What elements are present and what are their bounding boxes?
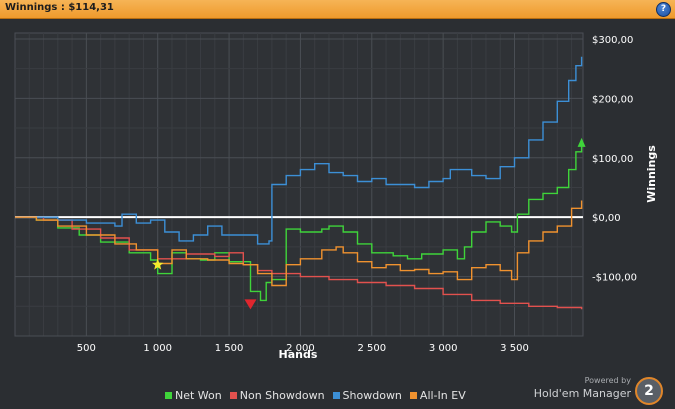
- legend-label: All-In EV: [419, 389, 466, 402]
- powered-by-text: Powered by: [584, 376, 631, 385]
- y-tick-label: $100,00: [592, 154, 633, 165]
- series-line-showdown: [15, 56, 583, 245]
- plot-area: [14, 32, 584, 337]
- legend-item-non-showdown[interactable]: Non Showdown: [229, 389, 325, 402]
- x-tick-label: 500: [77, 343, 96, 354]
- hem2-logo-icon: 2: [635, 377, 663, 405]
- help-icon[interactable]: ?: [656, 2, 671, 17]
- winnings-chart: 500 1 000 1 500 2 000 2 500 3 000 3 500 $300,0…: [0, 19, 675, 409]
- legend-item-all-in-ev[interactable]: All-In EV: [409, 389, 466, 402]
- y-tick-label: $300,00: [592, 35, 633, 46]
- legend-swatch: [332, 391, 340, 399]
- chart-svg: 500 1 000 1 500 2 000 2 500 3 000 3 500 $300,0…: [14, 32, 658, 361]
- y-tick-labels: $300,00 $200,00 $100,00 $0,00 -$100,00: [592, 35, 637, 284]
- best-hand-star-marker: [152, 258, 164, 270]
- end-point-marker: [577, 137, 586, 147]
- low-point-marker: [244, 299, 257, 310]
- legend-item-showdown[interactable]: Showdown: [332, 389, 402, 402]
- x-tick-label: 1 500: [215, 343, 244, 354]
- legend-label: Showdown: [342, 389, 402, 402]
- legend-swatch: [165, 391, 172, 399]
- x-axis-label: Hands: [279, 348, 318, 361]
- x-tick-label: 3 500: [500, 343, 529, 354]
- x-tick-label: 2 000: [286, 343, 315, 354]
- chart-legend: Net Won Non Showdown Showdown All-In EV: [165, 389, 474, 403]
- window-title: Winnings : $114,31: [5, 2, 114, 13]
- y-tick-label: $0,00: [592, 213, 621, 224]
- y-tick-label: $200,00: [592, 94, 633, 105]
- x-tick-label: 2 500: [357, 343, 386, 354]
- branding: Powered by Hold'em Manager 2: [534, 376, 665, 405]
- legend-swatch: [409, 391, 417, 399]
- product-name: Hold'em Manager: [533, 387, 631, 400]
- x-tick-labels: 500 1 000 1 500 2 000 2 500 3 000 3 500: [77, 343, 529, 354]
- y-tick-label: -$100,00: [592, 273, 637, 284]
- series-lines: [15, 56, 583, 310]
- legend-label: Net Won: [175, 389, 222, 402]
- legend-label: Non Showdown: [239, 389, 325, 402]
- legend-swatch: [229, 391, 237, 399]
- y-axis-label: Winnings: [645, 145, 658, 203]
- markers: [152, 137, 586, 310]
- x-tick-label: 1 000: [143, 343, 172, 354]
- legend-item-net-won[interactable]: Net Won: [165, 389, 222, 402]
- title-bar: Winnings : $114,31 ?: [0, 0, 675, 19]
- x-tick-label: 3 000: [429, 343, 458, 354]
